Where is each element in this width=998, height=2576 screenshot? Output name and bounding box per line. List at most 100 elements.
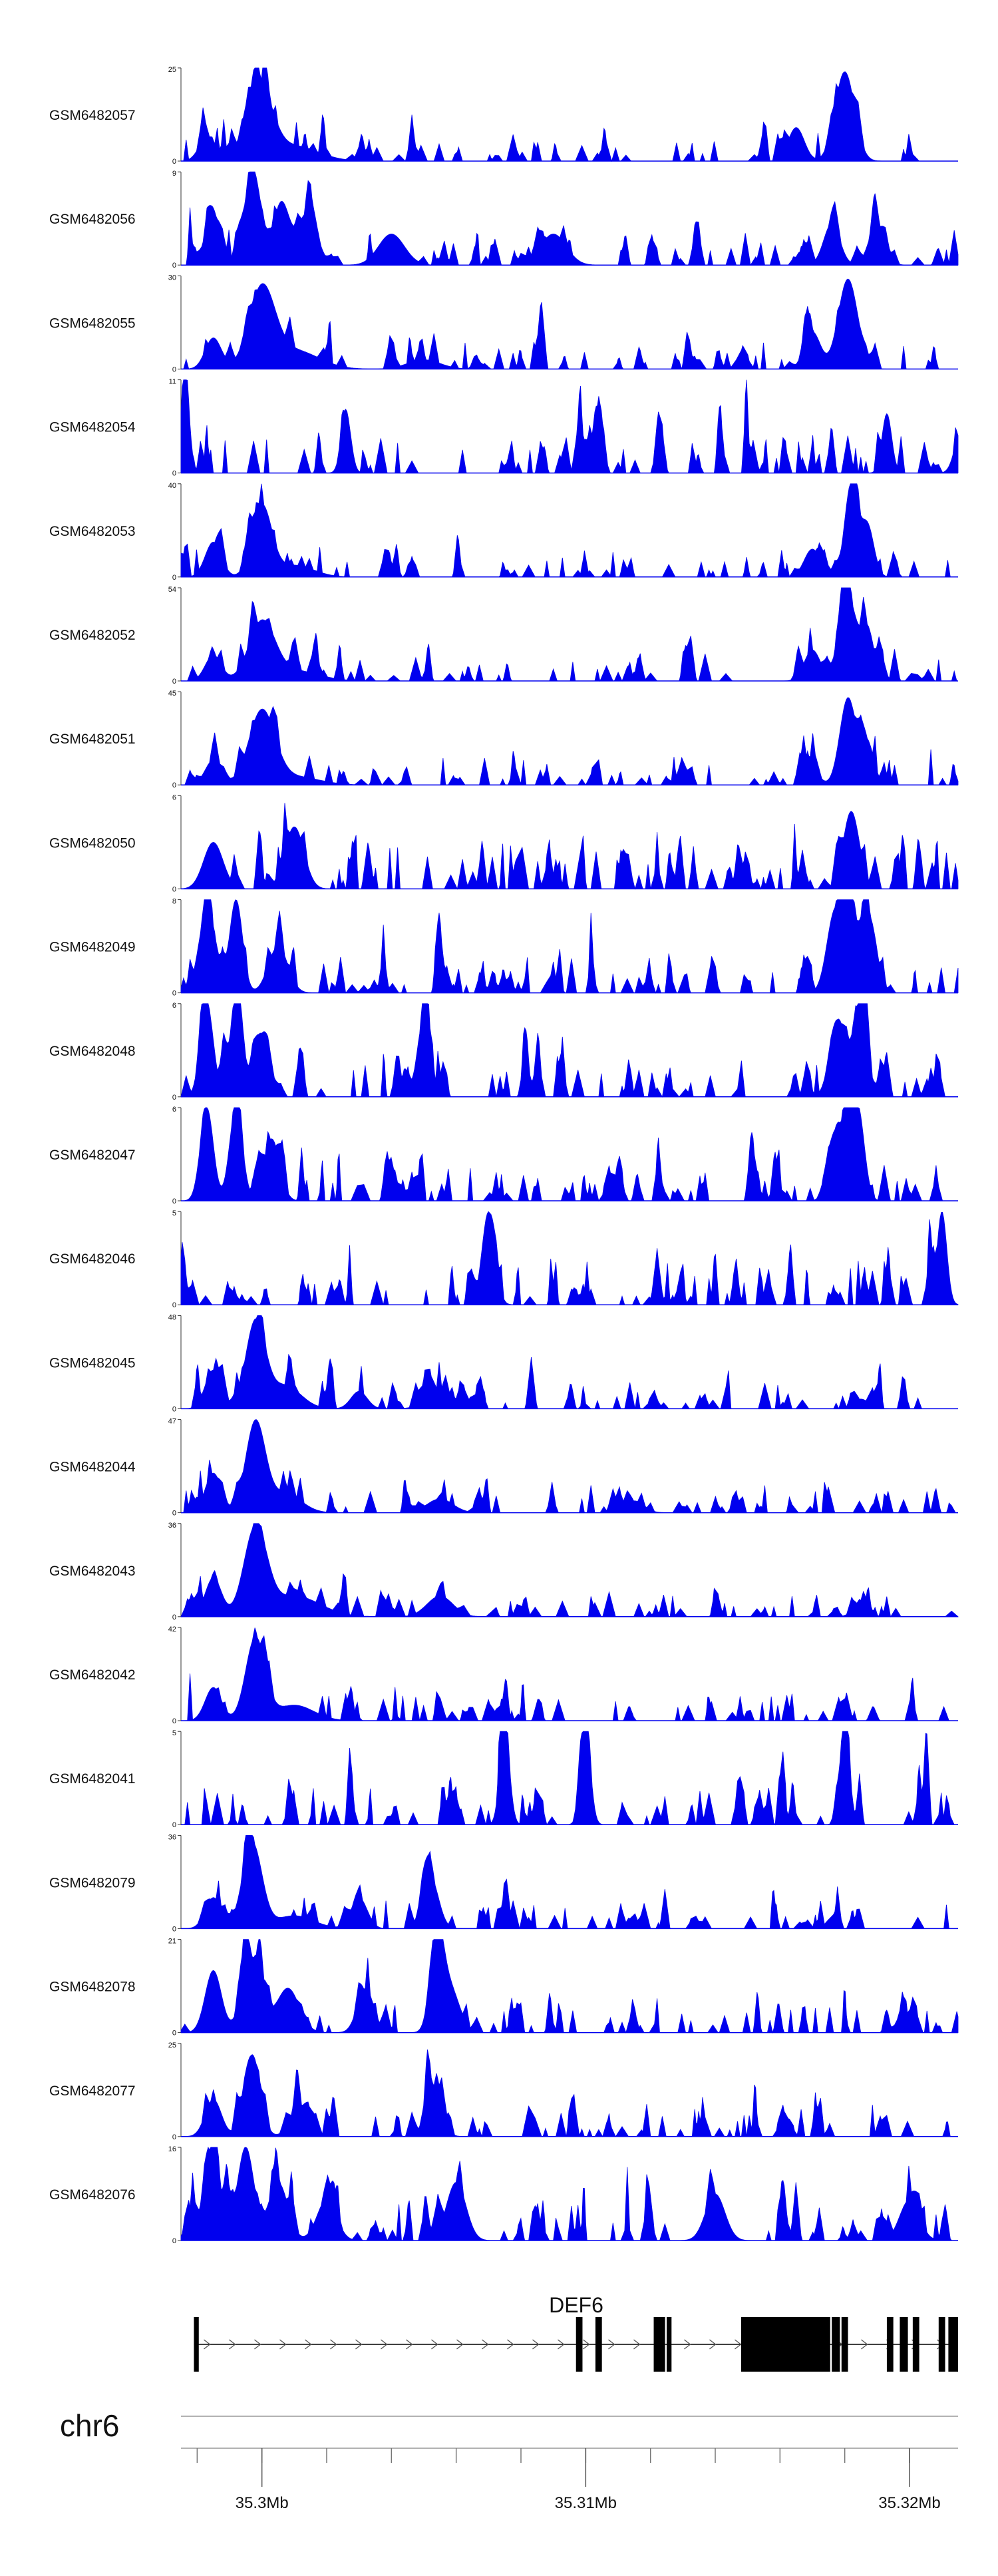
coverage-area [181,1627,958,1721]
major-tick-label: 35.31Mb [555,2494,617,2512]
track-label: GSM6482077 [49,2083,136,2099]
strand-arrow [608,2339,615,2350]
major-tick-label: 35.32Mb [878,2494,940,2512]
track-GSM6482043: GSM6482043 36 0 [49,1522,959,1621]
y-max-label: 30 [168,274,176,282]
y-max-label: 42 [168,1625,176,1633]
strand-arrow [684,2339,691,2350]
coverage-tracks: GSM6482057250GSM648205690GSM6482055300GS… [49,66,959,2245]
track-label: GSM6482057 [49,108,136,123]
strand-arrow [381,2339,388,2350]
exon [653,2317,665,2372]
y-min-label: 0 [172,1613,176,1621]
y-min-label: 0 [172,574,176,582]
track-label: GSM6482053 [49,524,136,539]
track-label: GSM6482051 [49,732,136,747]
chromosome-label: chr6 [60,2408,119,2443]
y-max-label: 36 [168,1833,176,1841]
y-min-label: 0 [172,1094,176,1102]
coverage-area [181,1315,958,1410]
y-min-label: 0 [172,2237,176,2245]
coverage-area [181,2049,958,2138]
strand-arrow [456,2339,464,2350]
coverage-area [180,1939,959,2034]
track-label: GSM6482042 [49,1667,136,1683]
y-max-label: 36 [168,1522,176,1530]
y-max-label: 6 [172,1002,176,1010]
y-min-label: 0 [172,1821,176,1829]
y-min-label: 0 [172,990,176,998]
track-label: GSM6482055 [49,316,136,331]
exon [832,2317,840,2372]
strand-arrow [735,2339,742,2350]
y-min-label: 0 [172,470,176,478]
track-GSM6482076: GSM6482076 16 0 [49,2145,958,2245]
exon [741,2317,830,2372]
y-max-label: 54 [168,586,176,594]
strand-arrow [482,2339,489,2350]
y-min-label: 0 [172,1925,176,1933]
y-min-label: 0 [172,262,176,270]
y-max-label: 45 [168,690,176,698]
y-max-label: 6 [172,1106,176,1114]
track-label: GSM6482078 [49,1980,136,1995]
track-GSM6482044: GSM6482044 47 0 [49,1418,958,1518]
track-label: GSM6482046 [49,1251,136,1267]
coverage-area [181,278,958,369]
track-label: GSM6482041 [49,1771,136,1787]
track-label: GSM6482054 [49,420,136,435]
y-min-label: 0 [172,158,176,166]
strand-arrow [583,2339,590,2350]
track-GSM6482050: GSM6482050 6 0 [49,793,959,893]
coverage-area [180,379,959,474]
y-max-label: 5 [172,1209,176,1217]
y-min-label: 0 [172,365,176,373]
track-GSM6482077: GSM6482077 25 0 [49,2041,958,2141]
track-label: GSM6482052 [49,628,136,643]
strand-arrow [204,2339,211,2350]
track-label: GSM6482056 [49,212,136,227]
track-GSM6482048: GSM6482048 6 0 [49,1002,958,1102]
y-max-label: 48 [168,1313,176,1321]
exon [938,2317,945,2372]
y-min-label: 0 [172,2133,176,2141]
track-label: GSM6482048 [49,1044,136,1059]
coverage-area [180,803,959,890]
exon [912,2317,919,2372]
y-min-label: 0 [172,1510,176,1518]
exon [948,2317,958,2372]
exon [576,2317,583,2372]
track-GSM6482042: GSM6482042 42 0 [49,1625,958,1725]
coverage-area [181,1419,958,1514]
y-max-label: 25 [168,66,176,74]
y-max-label: 9 [172,170,176,178]
strand-arrow [558,2339,565,2350]
y-max-label: 40 [168,482,176,490]
y-max-label: 8 [172,898,176,906]
coverage-area [181,1731,958,1826]
y-max-label: 47 [168,1418,176,1426]
gene-track: DEF6 [194,2293,958,2372]
coverage-area [180,2146,958,2242]
strand-arrow [861,2339,868,2350]
y-max-label: 6 [172,793,176,801]
track-GSM6482046: GSM6482046 5 0 [49,1209,959,1309]
chromosome-axis: chr6 35.3Mb 35.31Mb 35.32Mb [60,2408,958,2512]
y-max-label: 5 [172,1729,176,1737]
track-label: GSM6482045 [49,1355,136,1371]
strand-arrow [406,2339,413,2350]
track-GSM6482057: GSM6482057 25 0 [49,66,958,166]
track-label: GSM6482043 [49,1564,136,1579]
strand-arrow [633,2339,641,2350]
track-label: GSM6482047 [49,1148,136,1163]
strand-arrow [507,2339,514,2350]
y-max-label: 21 [168,1938,176,1946]
track-label: GSM6482076 [49,2187,136,2203]
strand-arrow [229,2339,236,2350]
track-GSM6482052: GSM6482052 54 0 [49,586,958,686]
track-GSM6482041: GSM6482041 5 0 [49,1729,958,1829]
coverage-area [181,697,959,786]
y-min-label: 0 [172,678,176,686]
exon [841,2317,848,2372]
